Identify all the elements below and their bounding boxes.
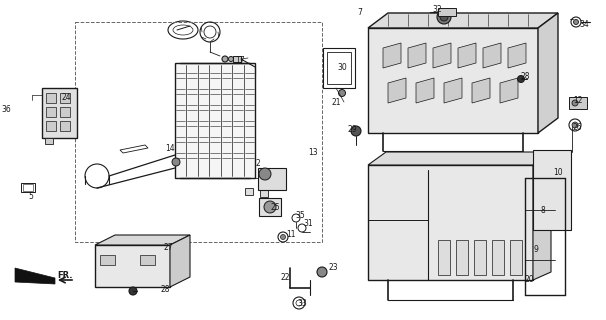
Bar xyxy=(46,107,56,117)
Bar xyxy=(245,188,253,195)
Text: 24: 24 xyxy=(61,92,71,101)
Text: 21: 21 xyxy=(331,98,341,107)
Bar xyxy=(323,48,355,88)
Text: FR.: FR. xyxy=(57,270,73,279)
Circle shape xyxy=(172,158,180,166)
Circle shape xyxy=(281,235,285,239)
Text: 12: 12 xyxy=(573,95,583,105)
Polygon shape xyxy=(500,78,518,103)
Text: 28: 28 xyxy=(520,71,530,81)
Circle shape xyxy=(228,57,233,61)
Polygon shape xyxy=(458,43,476,68)
Circle shape xyxy=(259,168,271,180)
Text: 8: 8 xyxy=(541,205,545,214)
Circle shape xyxy=(518,76,525,83)
Bar xyxy=(60,121,70,131)
Bar xyxy=(60,107,70,117)
Text: 13: 13 xyxy=(308,148,318,156)
Circle shape xyxy=(573,20,579,25)
Text: 22: 22 xyxy=(280,273,290,282)
Bar xyxy=(456,240,468,275)
Text: 5: 5 xyxy=(28,191,33,201)
Polygon shape xyxy=(383,43,401,68)
Text: 32: 32 xyxy=(432,4,442,13)
Bar xyxy=(175,63,255,178)
Polygon shape xyxy=(170,235,190,287)
Bar xyxy=(42,88,77,138)
Bar xyxy=(368,165,533,280)
Circle shape xyxy=(437,10,451,24)
Text: 9: 9 xyxy=(533,244,539,253)
Bar xyxy=(46,121,56,131)
Circle shape xyxy=(572,100,578,106)
Text: 11: 11 xyxy=(286,229,296,238)
Bar xyxy=(23,184,33,191)
Text: 35: 35 xyxy=(295,211,305,220)
Polygon shape xyxy=(388,78,406,103)
Bar xyxy=(533,150,571,230)
Bar xyxy=(60,93,70,103)
Circle shape xyxy=(222,56,228,62)
Polygon shape xyxy=(368,152,551,165)
Bar xyxy=(75,22,322,242)
Bar xyxy=(438,8,456,16)
Polygon shape xyxy=(538,13,558,133)
Bar xyxy=(95,245,170,287)
Bar xyxy=(46,93,56,103)
Bar xyxy=(100,255,115,265)
Circle shape xyxy=(339,90,345,97)
Text: 2: 2 xyxy=(256,158,261,167)
Polygon shape xyxy=(433,43,451,68)
Circle shape xyxy=(317,267,327,277)
Circle shape xyxy=(351,126,361,136)
Bar xyxy=(438,240,450,275)
Text: 20: 20 xyxy=(524,275,534,284)
Text: 23: 23 xyxy=(328,263,338,273)
Text: 10: 10 xyxy=(553,167,563,177)
Polygon shape xyxy=(15,268,55,284)
Bar xyxy=(21,183,35,192)
Bar xyxy=(492,240,504,275)
Circle shape xyxy=(264,201,276,213)
Bar xyxy=(140,255,155,265)
Text: 7: 7 xyxy=(358,7,362,17)
Text: 36: 36 xyxy=(1,105,11,114)
Circle shape xyxy=(572,122,578,128)
Polygon shape xyxy=(508,43,526,68)
Circle shape xyxy=(129,287,137,295)
Polygon shape xyxy=(533,152,551,280)
Polygon shape xyxy=(95,235,190,245)
Text: 25: 25 xyxy=(270,203,280,212)
Bar xyxy=(260,190,268,197)
Text: 31: 31 xyxy=(303,219,313,228)
Text: 17: 17 xyxy=(235,55,245,65)
Bar xyxy=(327,52,351,84)
Polygon shape xyxy=(444,78,462,103)
Bar xyxy=(474,240,486,275)
Circle shape xyxy=(440,13,448,21)
Text: 33: 33 xyxy=(297,300,307,308)
Bar xyxy=(510,240,522,275)
Text: 14: 14 xyxy=(165,143,175,153)
Polygon shape xyxy=(472,78,490,103)
Text: 28: 28 xyxy=(160,285,170,294)
Polygon shape xyxy=(408,43,426,68)
Bar xyxy=(258,168,286,190)
Text: 26: 26 xyxy=(572,123,582,132)
Text: 30: 30 xyxy=(337,62,347,71)
Polygon shape xyxy=(368,13,558,28)
Text: 29: 29 xyxy=(347,124,357,133)
Polygon shape xyxy=(416,78,434,103)
Bar xyxy=(368,28,538,133)
Bar xyxy=(233,56,241,62)
Text: 27: 27 xyxy=(163,243,173,252)
Bar xyxy=(569,97,587,109)
Bar xyxy=(259,198,281,216)
Text: 34: 34 xyxy=(579,20,589,28)
Polygon shape xyxy=(483,43,501,68)
Bar xyxy=(45,138,53,144)
